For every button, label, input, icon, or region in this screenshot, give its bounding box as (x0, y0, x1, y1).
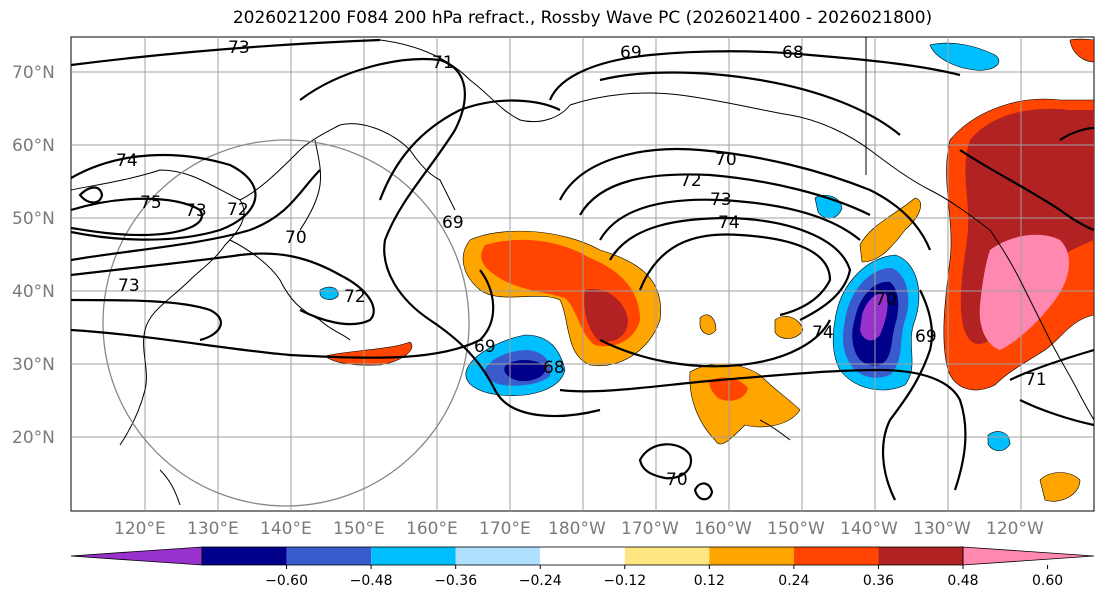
contour-lines (71, 38, 1094, 501)
latitude-label: 20°N (12, 428, 55, 448)
negative-anomaly-spot-4 (987, 431, 1011, 452)
longitude-label: 160°W (694, 519, 752, 539)
contour-label: 73 (118, 276, 140, 296)
longitude-label: 170°E (479, 519, 531, 539)
latitude-label: 70°N (12, 63, 55, 83)
positive-anomaly-spot-6 (1069, 38, 1094, 63)
coastlines (71, 37, 1094, 506)
contour-label: 69 (620, 43, 642, 63)
latitude-label: 40°N (12, 282, 55, 302)
positive-anomaly-peak (584, 289, 628, 342)
negative-anomaly-core (504, 360, 546, 382)
contour-label: 72 (344, 287, 366, 307)
colorbar-tick-label: 0.48 (947, 573, 978, 589)
longitude-labels: 120°E 130°E 140°E 150°E 160°E 170°E 180°… (114, 519, 1044, 539)
contour-label: 74 (812, 323, 834, 343)
positive-anomaly-peak-4 (979, 234, 1070, 350)
colorbar-segment (455, 547, 541, 565)
colorbar-segment (286, 547, 372, 565)
longitude-label: 170°W (621, 519, 679, 539)
contour-label: 70 (666, 470, 688, 490)
colorbar-segment (793, 547, 879, 565)
colorbar-tick-label: −0.24 (519, 573, 562, 589)
colorbar-tick-label: −0.60 (265, 573, 308, 589)
map-title: 2026021200 F084 200 hPa refract., Rossby… (232, 8, 933, 28)
contour-label: 71 (432, 53, 454, 73)
longitude-label: 150°W (767, 519, 825, 539)
contour-label: 71 (1025, 370, 1047, 390)
colorbar-segment (878, 547, 963, 565)
contour-label: 69 (474, 337, 496, 357)
colorbar-segment (202, 547, 287, 565)
longitude-label: 160°E (406, 519, 458, 539)
contour-label: 70 (875, 290, 897, 310)
longitude-label: 150°E (333, 519, 385, 539)
colorbar-outline (201, 546, 964, 566)
latitude-labels: 70°N 60°N 50°N 40°N 30°N 20°N (12, 63, 55, 448)
contour-label: 73 (710, 190, 732, 210)
colorbar-tick-label: −0.36 (434, 573, 477, 589)
contour-label: 70 (715, 150, 737, 170)
longitude-label: 120°W (986, 519, 1044, 539)
longitude-label: 180°W (548, 519, 606, 539)
contour-label: 74 (718, 213, 740, 233)
colorbar-extend-high (962, 546, 1095, 566)
colorbar-tick-label: 0.12 (694, 573, 725, 589)
colorbar-segment (371, 547, 456, 565)
contour-label: 73 (185, 201, 207, 221)
colorbar-segment (540, 547, 625, 565)
reference-circle (102, 139, 470, 507)
colorbar-tick-label: −0.12 (603, 573, 646, 589)
colorbar-tick-label: 0.60 (1032, 573, 1063, 589)
contour-label: 72 (227, 200, 249, 220)
latitude-label: 30°N (12, 355, 55, 375)
colorbar: −0.60 −0.48 −0.36 −0.24 −0.12 0.12 0.24 0.36 0.4… (70, 546, 1095, 589)
contour-label: 68 (782, 43, 804, 63)
anomaly-shading (319, 38, 1094, 502)
negative-anomaly-peak-2 (860, 293, 888, 341)
positive-anomaly-spot-2 (699, 314, 717, 335)
contour-label: 70 (285, 228, 307, 248)
longitude-label: 130°E (187, 519, 239, 539)
contour-label: 69 (442, 213, 464, 233)
latitude-label: 50°N (12, 209, 55, 229)
longitude-label: 120°E (114, 519, 166, 539)
colorbar-extend-low (70, 546, 203, 566)
contour-label-group: 73 71 69 68 74 75 73 72 70 73 72 69 70 7… (116, 38, 1047, 490)
colorbar-segment (709, 547, 794, 565)
contour-label: 72 (680, 171, 702, 191)
contour-label: 68 (543, 358, 565, 378)
colorbar-tick-label: −0.48 (350, 573, 393, 589)
contour-label: 74 (116, 151, 138, 171)
negative-anomaly-spot-3 (319, 286, 339, 300)
colorbar-segment (624, 547, 710, 565)
colorbar-tick-label: 0.36 (863, 573, 894, 589)
longitude-label: 140°E (260, 519, 312, 539)
positive-anomaly-spot-5 (1039, 472, 1081, 502)
contour-label: 69 (915, 327, 937, 347)
latitude-label: 60°N (12, 136, 55, 156)
contour-label: 73 (228, 38, 250, 58)
contour-label: 75 (140, 193, 162, 213)
colorbar-tick-label: 0.24 (778, 573, 809, 589)
positive-anomaly-spot (774, 316, 804, 339)
longitude-label: 140°W (840, 519, 898, 539)
longitude-label: 130°W (913, 519, 971, 539)
